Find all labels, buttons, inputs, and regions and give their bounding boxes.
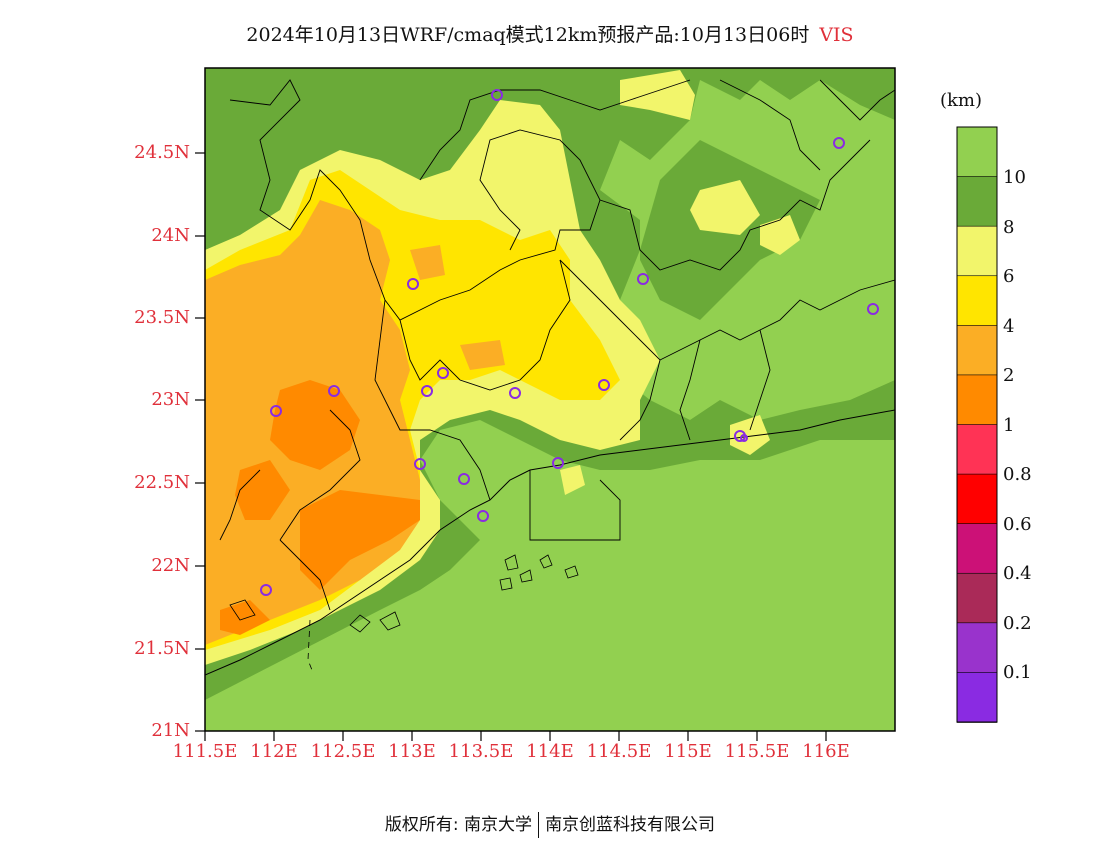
legend-label: 0.4: [1003, 563, 1032, 584]
lat-label: 23.5N: [134, 307, 190, 328]
legend-label: 10: [1003, 167, 1026, 188]
legend-swatch: [956, 176, 998, 227]
map-title: 2024年10月13日WRF/cmaq模式12km预报产品:10月13日06时 V…: [0, 20, 1100, 47]
legend-swatch: [956, 126, 998, 178]
legend-label: 0.8: [1003, 464, 1032, 485]
legend-swatch: [956, 424, 998, 475]
lon-label: 115E: [664, 741, 712, 762]
lat-label: 23N: [151, 389, 190, 410]
legend-colorbar: [956, 126, 998, 723]
station-marker: [509, 387, 521, 399]
legend-unit: (km): [940, 90, 983, 111]
field-layers: [205, 68, 895, 731]
lon-label: 114.5E: [586, 741, 652, 762]
copyright-right: 南京创蓝科技有限公司: [545, 815, 716, 835]
legend-swatch: [956, 523, 998, 575]
legend-label: 4: [1003, 316, 1015, 337]
lat-label: 24.5N: [134, 142, 190, 163]
lon-label: 112E: [250, 741, 298, 762]
variable-label: VIS: [819, 24, 854, 46]
station-marker: [421, 385, 433, 397]
legend-label: 0.6: [1003, 514, 1032, 535]
station-marker: [477, 510, 489, 522]
station-markers: [260, 89, 879, 596]
lon-label: 113.5E: [448, 741, 514, 762]
station-marker: [867, 303, 879, 315]
station-marker: [552, 457, 564, 469]
axis-ticks: [195, 152, 827, 741]
station-marker: [328, 385, 340, 397]
legend-label: 2: [1003, 365, 1015, 386]
station-marker: [458, 473, 470, 485]
field-vis-2-4-north: [410, 245, 505, 370]
station-marker: [407, 278, 419, 290]
legend-label: 0.1: [1003, 662, 1032, 683]
legend-frame: [956, 126, 998, 723]
legend-label: 0.2: [1003, 613, 1032, 634]
lat-label: 22N: [151, 555, 190, 576]
title-text: 2024年10月13日WRF/cmaq模式12km预报产品:10月13日06时: [246, 24, 810, 46]
lat-label: 21N: [151, 720, 190, 741]
station-marker: [270, 405, 282, 417]
copyright-left: 版权所有: 南京大学: [384, 815, 533, 835]
lon-label: 114E: [526, 741, 574, 762]
copyright-footer: 版权所有: 南京大学 南京创蓝科技有限公司: [0, 810, 1100, 838]
legend-label: 1: [1003, 415, 1015, 436]
station-marker: [437, 367, 449, 379]
lon-label: 116E: [802, 741, 850, 762]
legend-swatch: [956, 225, 998, 277]
lon-label: 111.5E: [172, 741, 238, 762]
lon-label: 113E: [388, 741, 436, 762]
footer-separator: [538, 812, 540, 838]
station-marker: [637, 273, 649, 285]
admin-boundaries: [219, 79, 895, 611]
legend-label: 8: [1003, 217, 1015, 238]
station-marker: [491, 89, 503, 101]
legend-swatch: [956, 275, 998, 327]
legend-swatch: [956, 572, 998, 624]
legend-label: 6: [1003, 266, 1015, 287]
station-marker: [260, 584, 272, 596]
lat-label: 24N: [151, 225, 190, 246]
lon-label: 115.5E: [724, 741, 790, 762]
legend-swatch: [956, 622, 998, 674]
legend-swatch: [956, 473, 998, 525]
station-marker: [740, 434, 748, 442]
station-marker: [414, 458, 426, 470]
lon-label: 112.5E: [310, 741, 376, 762]
islands: [229, 554, 579, 671]
station-marker: [598, 379, 610, 391]
lat-label: 21.5N: [134, 638, 190, 659]
station-marker: [833, 137, 845, 149]
legend-swatch: [956, 672, 998, 723]
lat-label: 22.5N: [134, 472, 190, 493]
field-vis-1-2: [220, 380, 420, 635]
legend-swatch: [956, 374, 998, 426]
legend-swatch: [956, 325, 998, 376]
